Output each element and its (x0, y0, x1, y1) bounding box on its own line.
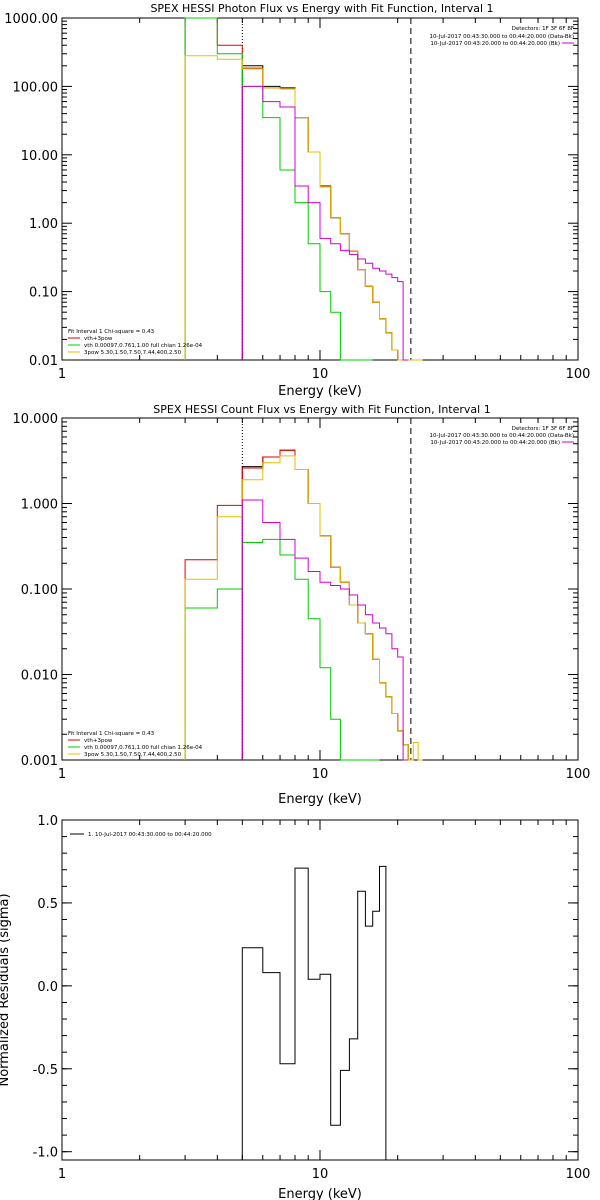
photon-flux-panel: SPEX HESSI Photon Flux vs Energy with Fi… (4, 2, 590, 399)
count-flux-legend-vth3pow: vth+3pow (84, 738, 113, 744)
count-flux-legend-fit: Fit Interval 1 Chi-square = 0.43 (68, 731, 155, 737)
count-flux-panel: SPEX HESSI Count Flux vs Energy with Fit… (13, 403, 591, 807)
residuals-xlabel: Energy (keV) (278, 1187, 362, 1200)
series-3pow (184, 55, 423, 361)
y-tick-label: 0.01 (29, 354, 58, 369)
count-flux-header-detectors: Detectors: 1F 3F 6F 8F (512, 426, 574, 432)
count-flux-axes: 1 10 100 0.001 0.010 0.100 1.000 10.000 (13, 412, 591, 782)
count-flux-legend-3pow: 3pow 5.30,1.50,7.50,7.44,400,2.50 (84, 752, 182, 758)
photon-flux-legend-fit: Fit Interval 1 Chi-square = 0.43 (68, 329, 155, 335)
photon-flux-legend-vth3pow: vth+3pow (84, 336, 113, 342)
photon-flux-axes: 1 10 100 0.01 0.10 1.00 10.00 100.00 1000.00 (4, 12, 590, 382)
y-tick-label: 1.000 (21, 498, 58, 513)
x-tick-label: 10 (312, 1167, 329, 1182)
residuals-panel: 1 10 100 -1.0 -0.5 0.0 0.5 1.0 1. 10-Jul-2017 0… (0, 814, 590, 1200)
count-flux-title: SPEX HESSI Count Flux vs Energy with Fit… (153, 403, 490, 416)
y-tick-label: 100.00 (13, 80, 59, 95)
x-tick-label: 100 (566, 1167, 591, 1182)
photon-flux-header-bk-interval: 10-Jul-2017 00:43:20.000 to 00:44:20.000… (430, 41, 560, 47)
photon-flux-xlabel: Energy (keV) (278, 384, 362, 399)
series-1-10-jul-2017-00-43-30-000-to-00-44-20-000 (241, 865, 414, 1161)
y-tick-label: 1000.00 (4, 12, 58, 27)
x-tick-label: 10 (312, 767, 329, 782)
y-tick-label: -1.0 (33, 1146, 58, 1161)
photon-flux-legend-3pow: 3pow 5.30,1.50,7.50,7.44,400,2.50 (84, 350, 182, 356)
y-tick-label: 10.000 (13, 412, 59, 427)
photon-flux-title: SPEX HESSI Photon Flux vs Energy with Fi… (150, 2, 493, 15)
y-tick-label: 0.001 (21, 754, 58, 769)
x-tick-label: 1 (58, 767, 66, 782)
series-bk (241, 85, 409, 361)
photon-flux-header-detectors: Detectors: 1F 3F 6F 8F (512, 26, 574, 32)
photon-flux-series (184, 17, 423, 361)
residuals-legend-label: 1. 10-Jul-2017 00:43:30.000 to 00:44:20.… (88, 832, 212, 838)
y-tick-label: -0.5 (33, 1063, 58, 1078)
x-tick-label: 1 (58, 1167, 66, 1182)
count-flux-series (184, 449, 423, 761)
photon-flux-legend-vth: vth 0.00097,0.761,1.00 full chian 1.26e-… (84, 343, 203, 349)
series-vth (184, 17, 373, 361)
series-bk (241, 499, 409, 761)
photon-flux-header-data-interval: 10-Jul-2017 00:43:30.000 to 00:44:20.000… (430, 34, 575, 40)
count-flux-legend-vth: vth 0.00097,0.761,1.00 full chian 1.26e-… (84, 745, 203, 751)
residuals-axes: 1 10 100 -1.0 -0.5 0.0 0.5 1.0 (33, 814, 591, 1182)
residuals-ylabel: Normalized Residuals (sigma) (0, 893, 12, 1086)
x-tick-label: 100 (566, 367, 591, 382)
y-tick-label: 1.0 (37, 814, 58, 829)
y-tick-label: 0.0 (37, 980, 58, 995)
x-tick-label: 1 (58, 367, 66, 382)
x-tick-label: 100 (566, 767, 591, 782)
y-tick-label: 0.100 (21, 583, 58, 598)
y-tick-label: 0.010 (21, 669, 58, 684)
count-flux-header-data-interval: 10-Jul-2017 00:43:30.000 to 00:44:20.000… (430, 433, 575, 439)
x-tick-label: 10 (312, 367, 329, 382)
count-flux-header-bk-interval: 10-Jul-2017 00:43:20.000 to 00:44:20.000… (430, 440, 560, 446)
y-tick-label: 10.00 (21, 149, 58, 164)
y-tick-label: 0.5 (37, 897, 58, 912)
y-tick-label: 1.00 (29, 217, 58, 232)
residuals-series (241, 865, 414, 1161)
count-flux-xlabel: Energy (keV) (278, 792, 362, 807)
y-tick-label: 0.10 (29, 286, 58, 301)
